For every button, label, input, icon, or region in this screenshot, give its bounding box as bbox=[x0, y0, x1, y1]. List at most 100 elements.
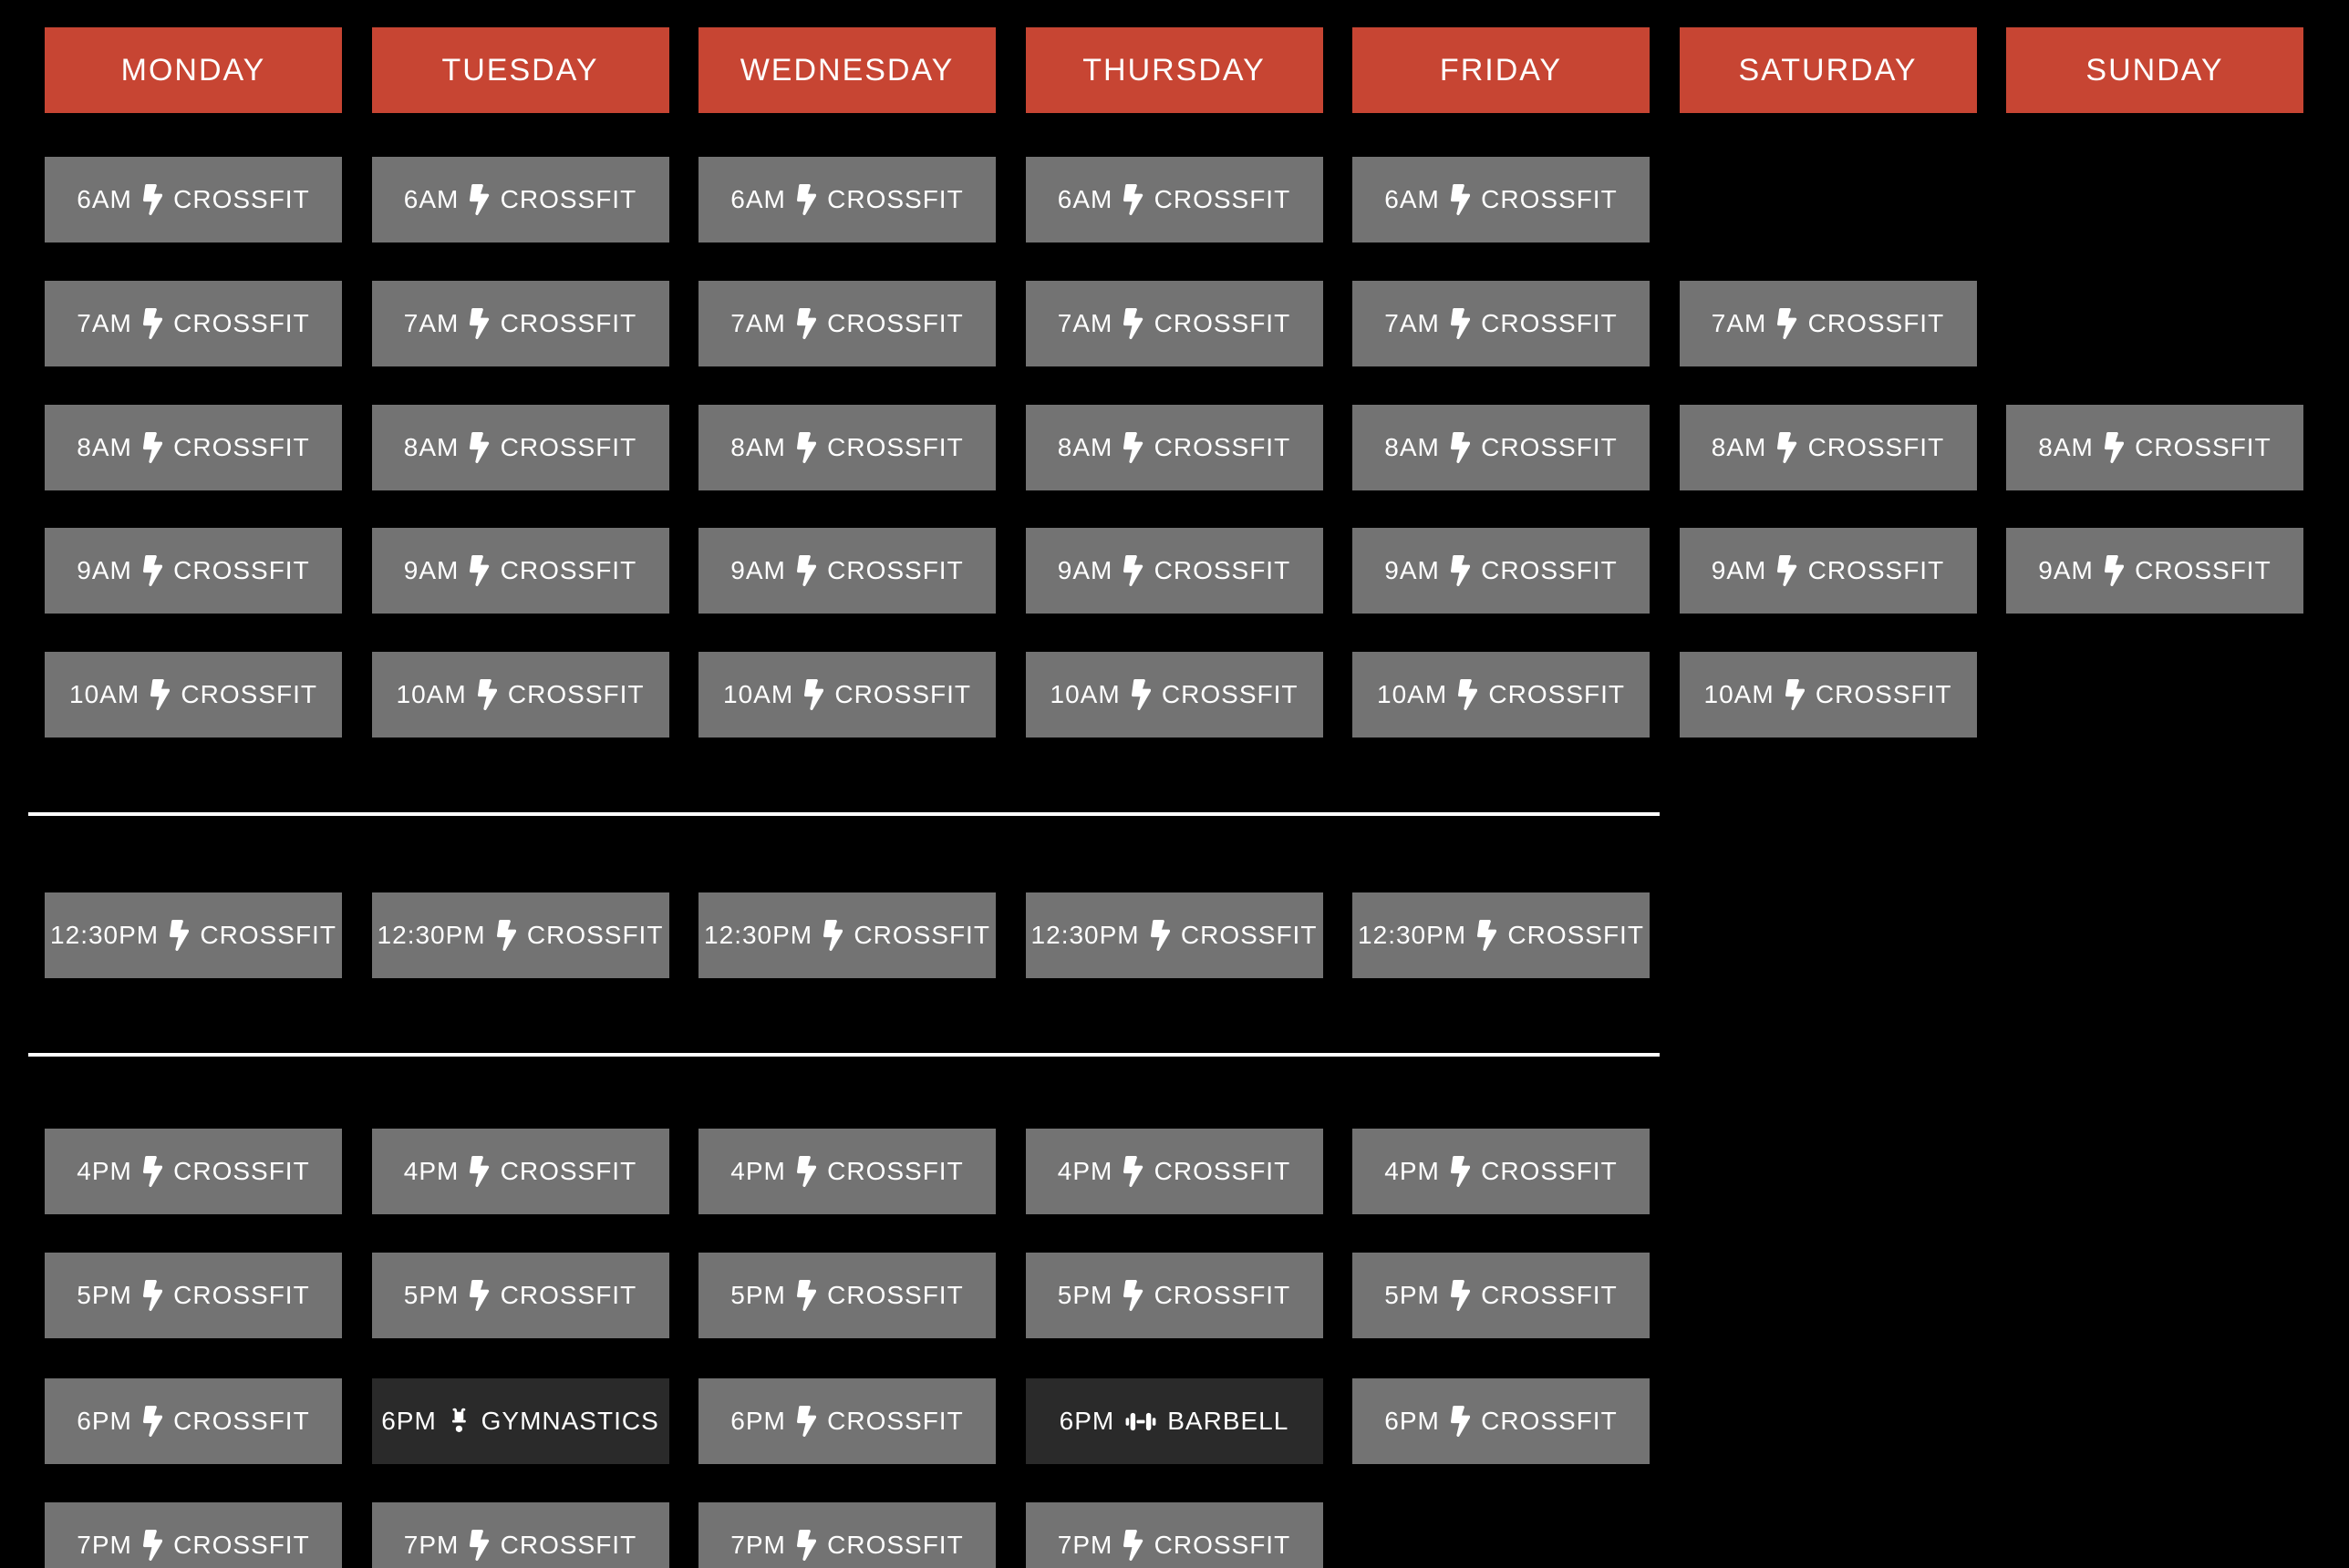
class-time: 7AM bbox=[1384, 309, 1440, 337]
bolt-icon bbox=[477, 679, 497, 710]
class-button-9am-sunday[interactable]: 9AM CROSSFIT bbox=[2006, 528, 2303, 614]
class-button-4pm-thursday[interactable]: 4PM CROSSFIT bbox=[1025, 1129, 1323, 1214]
class-button-9am-saturday[interactable]: 9AM CROSSFIT bbox=[1679, 528, 1977, 614]
class-button-5pm-wednesday[interactable]: 5PM CROSSFIT bbox=[698, 1253, 996, 1338]
bolt-icon bbox=[796, 308, 817, 339]
bolt-icon bbox=[150, 679, 171, 710]
class-button-7pm-thursday[interactable]: 7PM CROSSFIT bbox=[1025, 1502, 1323, 1568]
class-button-6am-monday[interactable]: 6AM CROSSFIT bbox=[45, 157, 342, 242]
class-label: CROSSFIT bbox=[200, 921, 336, 949]
class-time: 4PM bbox=[77, 1157, 132, 1185]
class-button-6am-tuesday[interactable]: 6AM CROSSFIT bbox=[371, 157, 669, 242]
class-button-4pm-monday[interactable]: 4PM CROSSFIT bbox=[45, 1129, 342, 1214]
class-button-9am-wednesday[interactable]: 9AM CROSSFIT bbox=[698, 528, 996, 614]
class-button-6pm-friday[interactable]: 6PM CROSSFIT bbox=[1352, 1378, 1650, 1464]
class-button-7am-monday[interactable]: 7AM CROSSFIT bbox=[45, 281, 342, 366]
class-button-6pm-wednesday[interactable]: 6PM CROSSFIT bbox=[698, 1378, 996, 1464]
class-button-7am-wednesday[interactable]: 7AM CROSSFIT bbox=[698, 281, 996, 366]
class-label: CROSSFIT bbox=[1807, 433, 1945, 461]
class-button-10am-monday[interactable]: 10AM CROSSFIT bbox=[45, 652, 342, 738]
class-label: CROSSFIT bbox=[500, 1531, 637, 1559]
bolt-icon bbox=[1777, 308, 1797, 339]
class-time: 4PM bbox=[403, 1157, 460, 1185]
class-button-6pm-tuesday[interactable]: 6PM GYMNASTICS bbox=[371, 1378, 669, 1464]
class-label: CROSSFIT bbox=[1807, 309, 1945, 337]
class-time: 6AM bbox=[1057, 185, 1113, 213]
class-button-9am-tuesday[interactable]: 9AM CROSSFIT bbox=[371, 528, 669, 614]
class-button-9am-monday[interactable]: 9AM CROSSFIT bbox=[45, 528, 342, 614]
class-button-1230pm-thursday[interactable]: 12:30PM CROSSFIT bbox=[1025, 892, 1323, 978]
day-header-monday[interactable]: MONDAY bbox=[45, 27, 342, 113]
class-button-8am-saturday[interactable]: 8AM CROSSFIT bbox=[1679, 405, 1977, 490]
day-header-saturday[interactable]: SATURDAY bbox=[1679, 27, 1977, 113]
class-button-10am-saturday[interactable]: 10AM CROSSFIT bbox=[1679, 652, 1977, 738]
class-time: 8AM bbox=[2038, 433, 2094, 461]
bolt-icon bbox=[1123, 1280, 1143, 1311]
class-button-7pm-wednesday[interactable]: 7PM CROSSFIT bbox=[698, 1502, 996, 1568]
class-button-7am-friday[interactable]: 7AM CROSSFIT bbox=[1352, 281, 1650, 366]
class-button-8am-wednesday[interactable]: 8AM CROSSFIT bbox=[698, 405, 996, 490]
bolt-icon bbox=[1450, 1280, 1471, 1311]
class-time: 7AM bbox=[1711, 309, 1767, 337]
class-time: 6PM bbox=[77, 1407, 132, 1435]
class-label: CROSSFIT bbox=[1154, 1157, 1291, 1185]
class-button-4pm-friday[interactable]: 4PM CROSSFIT bbox=[1352, 1129, 1650, 1214]
class-label: CROSSFIT bbox=[173, 185, 310, 213]
day-header-sunday[interactable]: SUNDAY bbox=[2006, 27, 2303, 113]
bolt-icon bbox=[796, 432, 817, 463]
class-button-9am-thursday[interactable]: 9AM CROSSFIT bbox=[1025, 528, 1323, 614]
class-time: 6AM bbox=[730, 185, 786, 213]
class-button-6am-friday[interactable]: 6AM CROSSFIT bbox=[1352, 157, 1650, 242]
class-label: CROSSFIT bbox=[1154, 1281, 1291, 1309]
class-button-7am-tuesday[interactable]: 7AM CROSSFIT bbox=[371, 281, 669, 366]
class-button-6am-thursday[interactable]: 6AM CROSSFIT bbox=[1025, 157, 1323, 242]
class-button-8am-sunday[interactable]: 8AM CROSSFIT bbox=[2006, 405, 2303, 490]
class-button-5pm-thursday[interactable]: 5PM CROSSFIT bbox=[1025, 1253, 1323, 1338]
class-button-5pm-tuesday[interactable]: 5PM CROSSFIT bbox=[371, 1253, 669, 1338]
class-button-7pm-monday[interactable]: 7PM CROSSFIT bbox=[45, 1502, 342, 1568]
class-time: 6AM bbox=[1384, 185, 1440, 213]
class-button-10am-tuesday[interactable]: 10AM CROSSFIT bbox=[371, 652, 669, 738]
class-label: CROSSFIT bbox=[173, 309, 310, 337]
class-time: 5PM bbox=[77, 1281, 132, 1309]
class-label: CROSSFIT bbox=[1154, 1531, 1291, 1559]
class-button-4pm-wednesday[interactable]: 4PM CROSSFIT bbox=[698, 1129, 996, 1214]
class-button-1230pm-monday[interactable]: 12:30PM CROSSFIT bbox=[45, 892, 342, 978]
day-header-friday[interactable]: FRIDAY bbox=[1352, 27, 1650, 113]
class-button-6am-wednesday[interactable]: 6AM CROSSFIT bbox=[698, 157, 996, 242]
class-button-9am-friday[interactable]: 9AM CROSSFIT bbox=[1352, 528, 1650, 614]
class-button-8am-thursday[interactable]: 8AM CROSSFIT bbox=[1025, 405, 1323, 490]
class-time: 8AM bbox=[77, 433, 132, 461]
class-time: 12:30PM bbox=[704, 921, 813, 949]
day-header-tuesday[interactable]: TUESDAY bbox=[371, 27, 669, 113]
class-button-6pm-thursday[interactable]: 6PM BARBELL bbox=[1025, 1378, 1323, 1464]
class-label: CROSSFIT bbox=[1481, 1281, 1618, 1309]
class-button-1230pm-friday[interactable]: 12:30PM CROSSFIT bbox=[1352, 892, 1650, 978]
class-button-10am-thursday[interactable]: 10AM CROSSFIT bbox=[1025, 652, 1323, 738]
class-button-10am-friday[interactable]: 10AM CROSSFIT bbox=[1352, 652, 1650, 738]
class-button-10am-wednesday[interactable]: 10AM CROSSFIT bbox=[698, 652, 996, 738]
class-button-1230pm-tuesday[interactable]: 12:30PM CROSSFIT bbox=[371, 892, 669, 978]
class-button-5pm-monday[interactable]: 5PM CROSSFIT bbox=[45, 1253, 342, 1338]
class-button-6pm-monday[interactable]: 6PM CROSSFIT bbox=[45, 1378, 342, 1464]
class-time: 10AM bbox=[1377, 680, 1448, 708]
class-time: 6PM bbox=[381, 1407, 437, 1435]
day-header-thursday[interactable]: THURSDAY bbox=[1025, 27, 1323, 113]
bolt-icon bbox=[796, 1156, 817, 1187]
class-label: CROSSFIT bbox=[500, 309, 637, 337]
class-button-8am-tuesday[interactable]: 8AM CROSSFIT bbox=[371, 405, 669, 490]
class-time: 7AM bbox=[1057, 309, 1113, 337]
gymnastics-icon bbox=[448, 1408, 471, 1436]
class-button-8am-friday[interactable]: 8AM CROSSFIT bbox=[1352, 405, 1650, 490]
class-button-7pm-tuesday[interactable]: 7PM CROSSFIT bbox=[371, 1502, 669, 1568]
day-header-wednesday[interactable]: WEDNESDAY bbox=[698, 27, 996, 113]
bolt-icon bbox=[2104, 432, 2125, 463]
class-button-4pm-tuesday[interactable]: 4PM CROSSFIT bbox=[371, 1129, 669, 1214]
class-button-8am-monday[interactable]: 8AM CROSSFIT bbox=[45, 405, 342, 490]
class-button-1230pm-wednesday[interactable]: 12:30PM CROSSFIT bbox=[698, 892, 996, 978]
class-button-5pm-friday[interactable]: 5PM CROSSFIT bbox=[1352, 1253, 1650, 1338]
class-time: 8AM bbox=[1711, 433, 1767, 461]
class-button-7am-saturday[interactable]: 7AM CROSSFIT bbox=[1679, 281, 1977, 366]
class-button-7am-thursday[interactable]: 7AM CROSSFIT bbox=[1025, 281, 1323, 366]
class-time: 7PM bbox=[730, 1531, 786, 1559]
